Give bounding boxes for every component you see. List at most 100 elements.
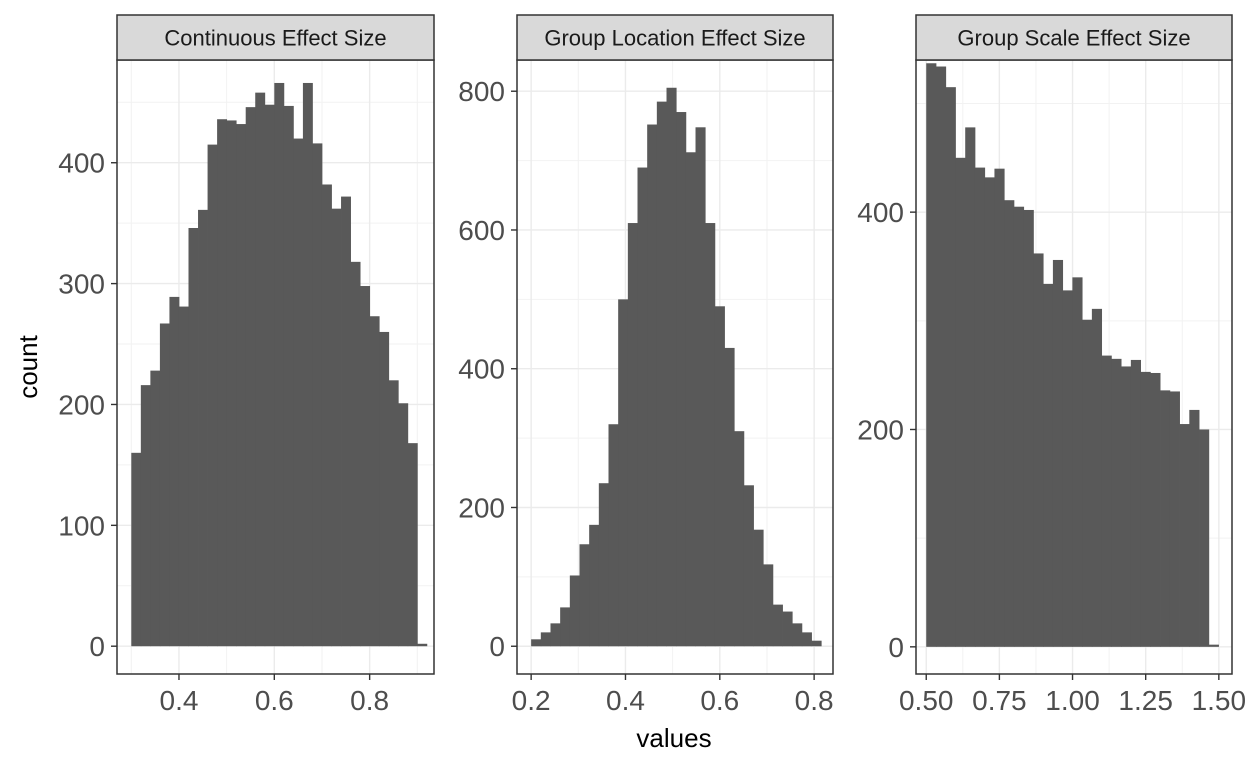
x-tick-label: 0.8 — [795, 685, 834, 716]
x-tick-label: 0.75 — [972, 685, 1027, 716]
facet-strip — [116, 14, 435, 61]
histogram-bar — [226, 120, 237, 647]
histogram-bar — [255, 92, 266, 647]
histogram-bar — [926, 63, 937, 647]
histogram-bar — [974, 167, 986, 647]
histogram-bar — [540, 632, 551, 647]
y-tick-label: 300 — [58, 269, 105, 300]
histogram-bar — [302, 82, 313, 647]
facet-strip — [516, 14, 834, 61]
histogram-bar — [685, 152, 696, 647]
histogram-bar — [1140, 371, 1151, 647]
histogram-bar — [676, 112, 687, 647]
y-tick-label: 400 — [458, 354, 505, 385]
histogram-bar — [772, 604, 783, 647]
histogram-bar — [656, 101, 667, 647]
histogram-bar — [1033, 253, 1044, 647]
histogram-bar — [647, 124, 658, 647]
x-axis-title: values — [636, 723, 711, 753]
y-axis-title: count — [13, 334, 43, 398]
histogram-bar — [274, 82, 285, 647]
histogram-bar — [811, 640, 822, 647]
histogram-bar — [1052, 259, 1064, 647]
histogram-bar — [369, 316, 380, 647]
histogram-bar — [150, 370, 161, 647]
histogram-bar — [763, 564, 774, 647]
histogram-bar — [734, 431, 745, 647]
histogram-bar — [550, 623, 561, 647]
histogram-bar — [236, 124, 247, 647]
facet-panels: Continuous Effect Size 0.4 0.6 0.8 0 100 200 30… — [58, 14, 1247, 716]
y-tick-label: 200 — [58, 389, 105, 420]
histogram-bar — [792, 623, 803, 647]
histogram-bar — [398, 403, 409, 647]
x-tick-label: 1.50 — [1192, 685, 1247, 716]
y-tick-label: 0 — [489, 631, 505, 662]
histogram-bar — [198, 209, 208, 647]
histogram-bar — [935, 66, 947, 647]
histogram-bar — [637, 167, 648, 647]
histogram-bar — [169, 296, 180, 647]
histogram-bar — [159, 323, 170, 647]
histogram-bar — [695, 127, 706, 647]
y-tick-label: 800 — [458, 76, 505, 107]
x-tick-label: 1.25 — [1118, 685, 1173, 716]
histogram-bar — [1091, 308, 1103, 647]
histogram-bar — [1150, 372, 1161, 647]
histogram-bar — [1160, 390, 1171, 647]
histogram-bar — [782, 611, 793, 647]
histogram-bar — [589, 524, 600, 647]
histogram-bar — [293, 138, 304, 647]
x-tick-label: 0.4 — [160, 685, 199, 716]
histogram-bar — [1169, 391, 1180, 647]
histogram-bar — [705, 223, 716, 647]
histogram-bar — [207, 144, 218, 647]
y-tick-label: 0 — [888, 632, 904, 663]
histogram-bar — [350, 261, 361, 647]
histogram-bar — [283, 105, 294, 647]
histogram-bar — [1023, 209, 1034, 647]
y-tick-label: 200 — [458, 492, 505, 523]
histogram-bar — [140, 385, 151, 647]
facet-strip-label: Continuous Effect Size — [164, 26, 386, 51]
histogram-bar — [1199, 429, 1210, 647]
histogram-bar — [627, 223, 638, 647]
histogram-bar — [984, 177, 995, 647]
histogram-bar — [569, 575, 580, 647]
histogram-bar — [1004, 200, 1015, 647]
histogram-bar — [1179, 424, 1190, 647]
histogram-bar — [608, 424, 619, 647]
facet-strip-label: Group Scale Effect Size — [957, 26, 1190, 51]
y-tick-label: 400 — [857, 197, 904, 228]
histogram-bar — [331, 208, 342, 647]
histogram-bar — [598, 483, 609, 647]
histogram-bar — [1043, 283, 1054, 647]
histogram-bar — [753, 529, 764, 647]
facet-panel: Group Location Effect Size 0.2 0.4 0.6 0.8 0 2… — [458, 14, 834, 716]
histogram-bar — [945, 87, 956, 647]
histogram-bar — [618, 299, 629, 647]
histogram-bar — [1130, 359, 1141, 647]
histogram-bar — [955, 157, 966, 647]
histogram-bar — [341, 196, 351, 647]
facet-strip — [915, 14, 1233, 61]
y-tick-label: 100 — [58, 510, 105, 541]
histogram-bar — [1062, 290, 1073, 647]
y-tick-label: 400 — [58, 148, 105, 179]
histogram-bar — [801, 632, 812, 647]
histogram-bar — [388, 380, 399, 647]
histogram-bar — [321, 184, 332, 647]
histogram-bar — [245, 107, 256, 647]
histogram-bar — [407, 443, 418, 647]
histogram-bar — [417, 643, 428, 647]
x-tick-label: 0.6 — [700, 685, 739, 716]
histogram-bar — [1111, 358, 1122, 647]
x-tick-label: 0.2 — [512, 685, 551, 716]
histogram-bar — [1072, 277, 1083, 647]
histogram-bar — [178, 306, 189, 647]
x-tick-label: 0.6 — [255, 685, 294, 716]
x-tick-label: 0.50 — [899, 685, 954, 716]
facet-panel: Continuous Effect Size 0.4 0.6 0.8 0 100 200 30… — [58, 14, 435, 716]
histogram-bar — [579, 544, 590, 647]
